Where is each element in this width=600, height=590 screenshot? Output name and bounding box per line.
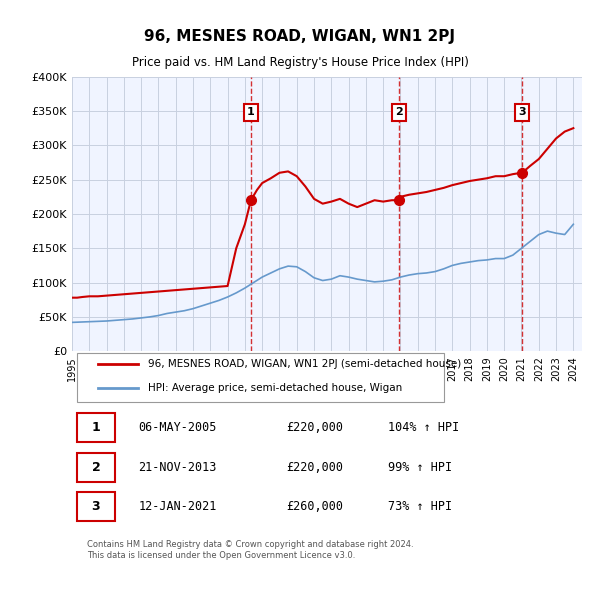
Text: £220,000: £220,000: [286, 461, 343, 474]
Text: 1: 1: [92, 421, 100, 434]
Text: 99% ↑ HPI: 99% ↑ HPI: [388, 461, 452, 474]
Text: 21-NOV-2013: 21-NOV-2013: [139, 461, 217, 474]
Text: 96, MESNES ROAD, WIGAN, WN1 2PJ (semi-detached house): 96, MESNES ROAD, WIGAN, WN1 2PJ (semi-de…: [149, 359, 462, 369]
Text: 96, MESNES ROAD, WIGAN, WN1 2PJ: 96, MESNES ROAD, WIGAN, WN1 2PJ: [145, 30, 455, 44]
Text: 2: 2: [395, 107, 403, 117]
Text: £260,000: £260,000: [286, 500, 343, 513]
Text: 12-JAN-2021: 12-JAN-2021: [139, 500, 217, 513]
Text: 3: 3: [92, 500, 100, 513]
FancyBboxPatch shape: [77, 353, 444, 402]
FancyBboxPatch shape: [77, 493, 115, 522]
Text: 3: 3: [518, 107, 526, 117]
FancyBboxPatch shape: [77, 453, 115, 482]
Text: 73% ↑ HPI: 73% ↑ HPI: [388, 500, 452, 513]
Text: HPI: Average price, semi-detached house, Wigan: HPI: Average price, semi-detached house,…: [149, 383, 403, 393]
Text: 2: 2: [92, 461, 100, 474]
Text: 104% ↑ HPI: 104% ↑ HPI: [388, 421, 460, 434]
FancyBboxPatch shape: [77, 413, 115, 442]
Text: Contains HM Land Registry data © Crown copyright and database right 2024.
This d: Contains HM Land Registry data © Crown c…: [88, 540, 414, 559]
Text: Price paid vs. HM Land Registry's House Price Index (HPI): Price paid vs. HM Land Registry's House …: [131, 56, 469, 69]
Text: 06-MAY-2005: 06-MAY-2005: [139, 421, 217, 434]
Text: 1: 1: [247, 107, 255, 117]
Text: £220,000: £220,000: [286, 421, 343, 434]
